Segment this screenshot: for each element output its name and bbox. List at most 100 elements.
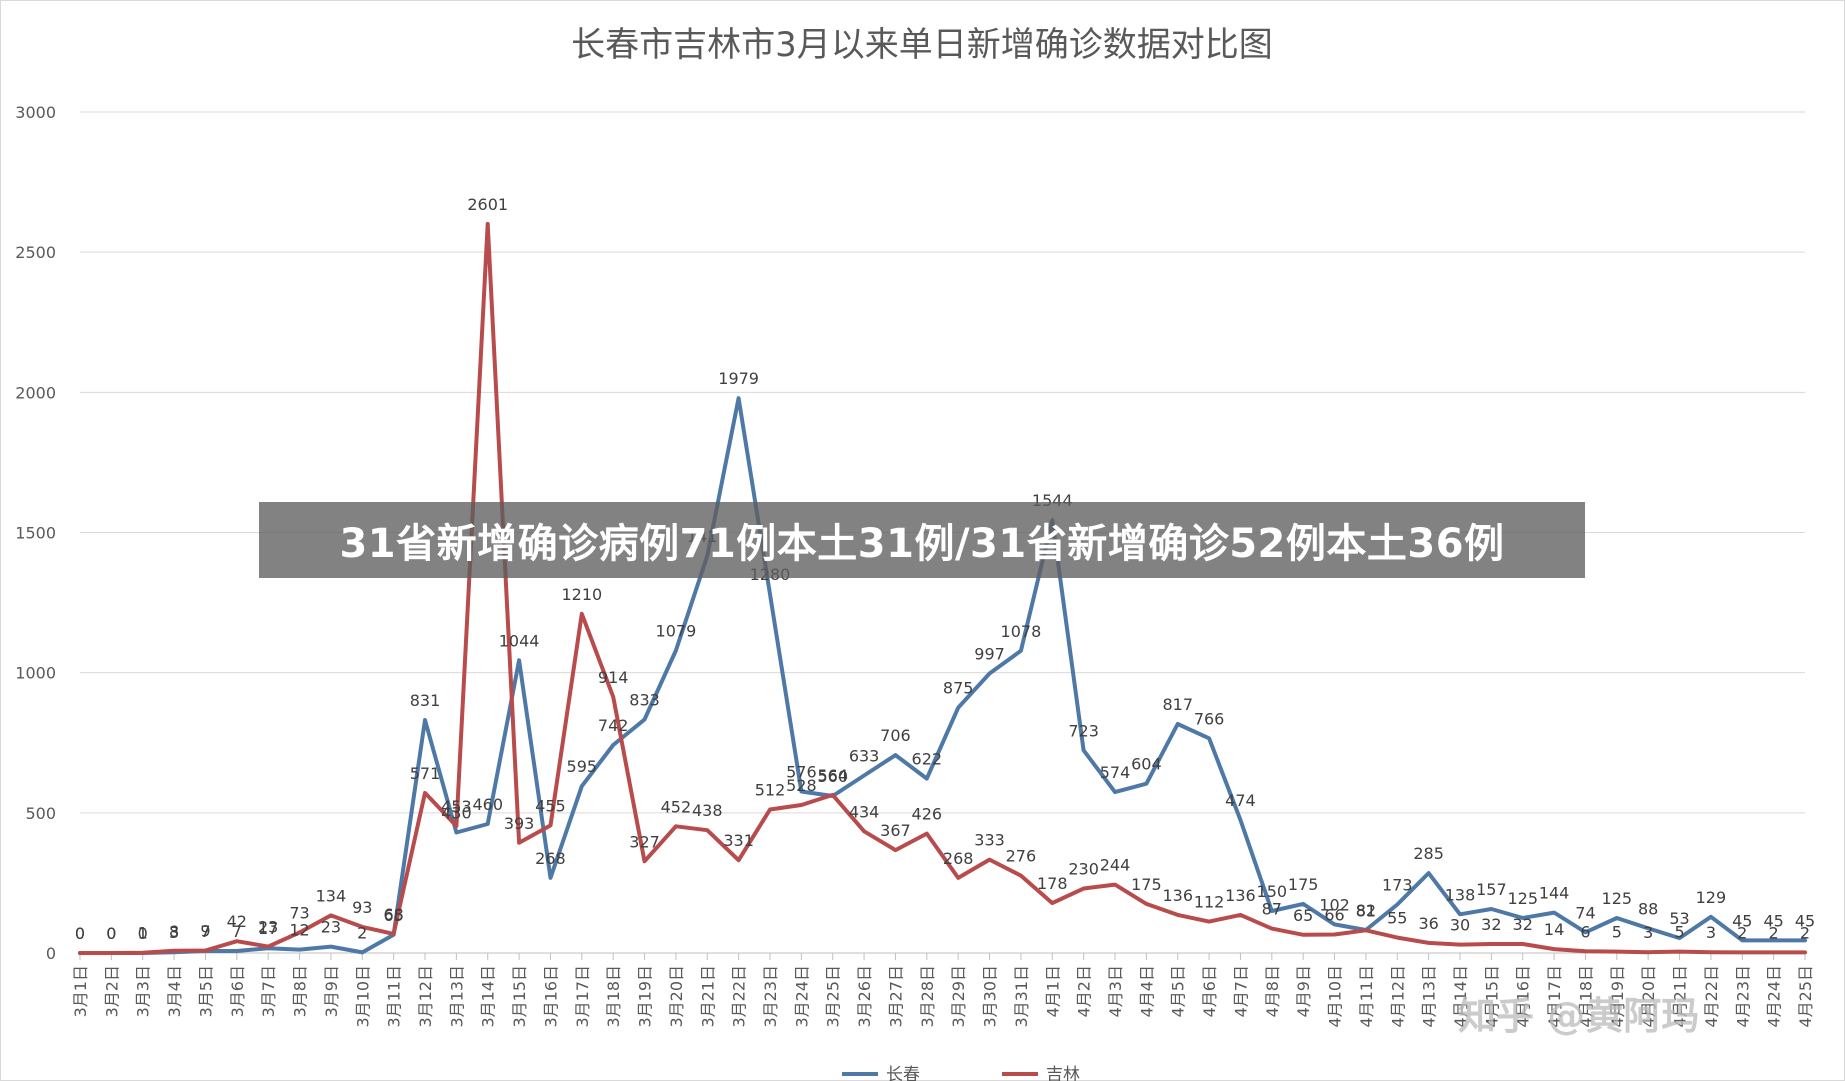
x-axis-ticks: 3月1日 3月2日 3月3日 3月4日 3月5日 3月6日 3月7日 3月8日 3月9日 3月10…: [71, 953, 1815, 1028]
data-label: 45: [1732, 911, 1752, 930]
x-tick-label: 4月11日: [1357, 965, 1376, 1028]
x-tick-label: 3月25日: [824, 965, 843, 1028]
data-label: 817: [1162, 695, 1193, 714]
legend: 长春 吉林: [842, 1065, 1080, 1081]
data-label: 87: [1262, 900, 1282, 919]
data-label: 2: [357, 923, 367, 942]
chart-title: 长春市吉林市3月以来单日新增确诊数据对比图: [571, 25, 1273, 65]
data-label: 112: [1194, 893, 1225, 912]
data-label: 244: [1100, 856, 1131, 875]
data-label: 6: [1580, 922, 1590, 941]
data-label: 333: [974, 831, 1005, 850]
y-tick-label: 2000: [15, 383, 56, 402]
x-tick-label: 3月13日: [447, 965, 466, 1028]
data-label: 129: [1696, 888, 1727, 907]
x-tick-label: 3月20日: [667, 965, 686, 1028]
x-tick-label: 4月10日: [1326, 965, 1345, 1028]
data-label: 144: [1539, 884, 1570, 903]
data-label: 560: [817, 767, 848, 786]
data-label: 0: [138, 924, 148, 943]
data-label: 833: [629, 690, 660, 709]
data-label: 32: [1513, 915, 1533, 934]
data-label: 74: [1575, 903, 1595, 922]
x-tick-label: 3月24日: [792, 965, 811, 1028]
x-tick-label: 4月16日: [1514, 965, 1533, 1028]
data-label: 766: [1194, 709, 1225, 728]
x-tick-label: 3月8日: [291, 965, 310, 1017]
x-tick-label: 4月15日: [1482, 965, 1501, 1028]
x-tick-label: 3月12日: [416, 965, 435, 1028]
x-tick-label: 4月23日: [1733, 965, 1752, 1028]
data-label: 2: [1737, 923, 1747, 942]
data-label: 17: [258, 919, 278, 938]
data-label: 45: [1763, 911, 1783, 930]
x-tick-label: 3月19日: [636, 965, 655, 1028]
x-tick-label: 3月29日: [949, 965, 968, 1028]
data-label: 12: [289, 921, 309, 940]
data-label: 595: [567, 757, 598, 776]
data-label: 66: [1324, 905, 1344, 924]
data-label: 82: [1356, 901, 1376, 920]
x-tick-label: 4月18日: [1576, 965, 1595, 1028]
x-tick-label: 3月27日: [886, 965, 905, 1028]
data-label: 9: [200, 921, 210, 940]
data-label: 0: [75, 924, 85, 943]
y-tick-label: 500: [25, 804, 56, 823]
data-label: 7: [200, 922, 210, 941]
x-tick-label: 4月21日: [1671, 965, 1690, 1028]
data-label: 438: [692, 801, 723, 820]
data-label: 3: [169, 923, 179, 942]
series-line-1: [78, 396, 1807, 955]
data-label: 997: [974, 645, 1005, 664]
data-label: 327: [629, 832, 660, 851]
data-label: 150: [1257, 882, 1288, 901]
x-tick-label: 4月2日: [1075, 965, 1094, 1017]
data-label: 68: [383, 905, 403, 924]
data-label: 93: [352, 898, 372, 917]
y-tick-label: 1000: [15, 664, 56, 683]
data-label: 14: [1544, 920, 1564, 939]
y-tick-label: 1500: [15, 524, 56, 543]
data-label: 1079: [656, 622, 697, 641]
x-tick-label: 4月14日: [1451, 965, 1470, 1028]
data-label: 914: [598, 668, 629, 687]
data-label: 604: [1131, 755, 1162, 774]
data-label: 88: [1638, 899, 1658, 918]
x-tick-label: 3月11日: [385, 965, 404, 1028]
data-label: 157: [1476, 880, 1507, 899]
x-tick-label: 3月6日: [228, 965, 247, 1017]
data-label: 453: [441, 797, 472, 816]
data-label: 30: [1450, 916, 1470, 935]
data-label: 1: [138, 924, 148, 943]
x-tick-label: 4月13日: [1420, 965, 1439, 1028]
data-label: 268: [943, 849, 974, 868]
data-label: 42: [227, 912, 247, 931]
data-label: 2: [1800, 923, 1810, 942]
x-tick-label: 4月5日: [1169, 965, 1188, 1017]
data-label: 5: [1674, 923, 1684, 942]
data-label: 2: [1769, 923, 1779, 942]
data-label: 742: [598, 716, 629, 735]
x-tick-label: 4月22日: [1702, 965, 1721, 1028]
data-label: 474: [1225, 791, 1256, 810]
data-label: 331: [723, 831, 754, 850]
data-label: 574: [1100, 763, 1131, 782]
data-label: 512: [755, 780, 786, 799]
x-tick-label: 3月14日: [479, 965, 498, 1028]
x-tick-label: 3月3日: [134, 965, 153, 1017]
grid-lines: [80, 111, 1805, 954]
data-label: 175: [1131, 875, 1162, 894]
data-label: 633: [849, 747, 880, 766]
data-label: 125: [1507, 889, 1538, 908]
data-label: 434: [849, 802, 880, 821]
data-label: 23: [258, 918, 278, 937]
x-tick-label: 4月8日: [1263, 965, 1282, 1017]
data-label: 571: [410, 764, 441, 783]
x-tick-label: 4月25日: [1796, 965, 1815, 1028]
data-label: 175: [1288, 875, 1319, 894]
y-tick-label: 2500: [15, 243, 56, 262]
data-label: 136: [1225, 886, 1256, 905]
data-label: 285: [1413, 844, 1444, 863]
x-tick-label: 3月17日: [573, 965, 592, 1028]
data-label: 1979: [718, 369, 759, 388]
